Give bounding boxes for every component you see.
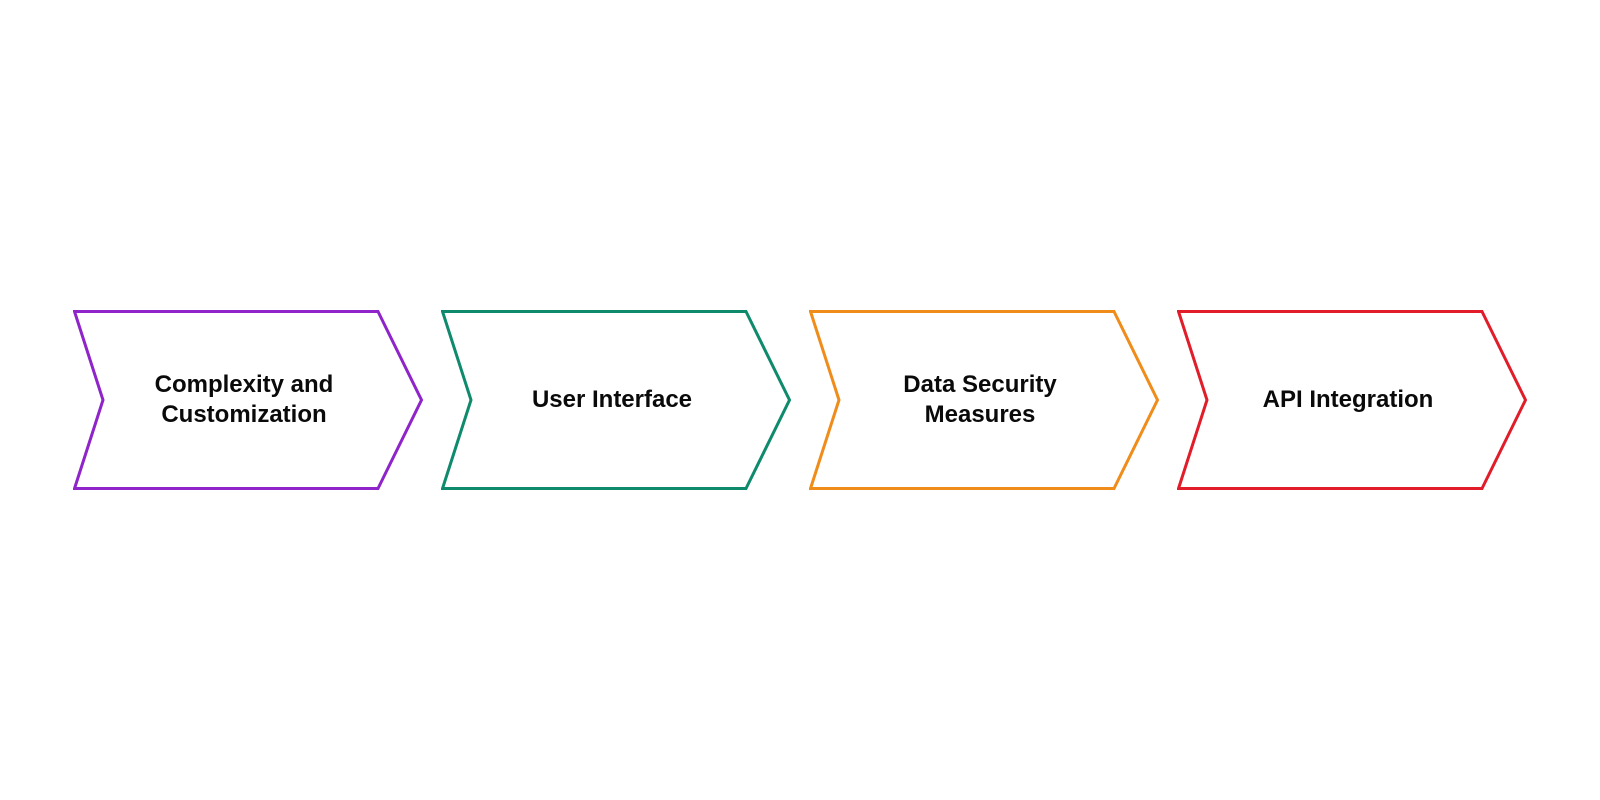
chevron-step-label: Complexity and Customization: [73, 310, 423, 490]
chevron-step-3: Data Security Measures: [809, 310, 1159, 490]
chevron-step-1: Complexity and Customization: [73, 310, 423, 490]
chevron-step-4: API Integration: [1177, 310, 1527, 490]
chevron-step-label: User Interface: [441, 310, 791, 490]
chevron-step-2: User Interface: [441, 310, 791, 490]
chevron-flow-container: Complexity and CustomizationUser Interfa…: [73, 310, 1527, 490]
chevron-step-label: API Integration: [1177, 310, 1527, 490]
chevron-step-label: Data Security Measures: [809, 310, 1159, 490]
